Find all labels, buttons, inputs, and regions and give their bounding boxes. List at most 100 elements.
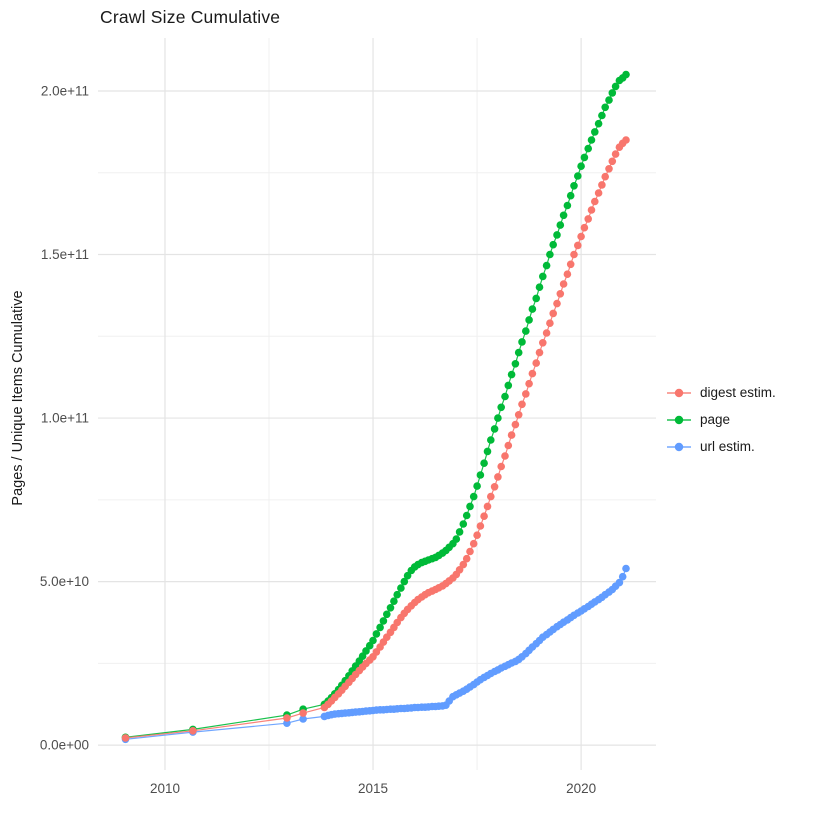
y-axis-title: Pages / Unique Items Cumulative (10, 290, 26, 506)
y-tick-label: 1.0e+11 (41, 411, 89, 426)
data-point-digest-estim (283, 714, 291, 722)
data-point-page (549, 240, 557, 249)
legend-item: page (666, 406, 776, 433)
data-point-digest-estim (497, 462, 506, 471)
data-point-digest-estim (514, 411, 523, 419)
data-point-page (393, 590, 402, 599)
data-point-page (574, 172, 582, 180)
data-point-digest-estim (587, 206, 596, 214)
y-tick-label: 2.0e+11 (41, 83, 89, 98)
data-point-digest-estim (601, 172, 609, 181)
chart-title: Crawl Size Cumulative (100, 7, 281, 27)
data-point-digest-estim (532, 359, 540, 367)
data-point-digest-estim (546, 319, 554, 328)
data-point-page (379, 617, 388, 625)
data-point-digest-estim (594, 189, 603, 197)
y-tick-label: 0.0e+00 (40, 738, 89, 753)
data-point-page (473, 482, 481, 490)
x-tick-label: 2010 (150, 781, 180, 796)
data-point-page (577, 162, 585, 170)
data-point-page (497, 403, 506, 412)
data-point-digest-estim (608, 157, 617, 166)
legend-item: digest estim. (666, 379, 776, 406)
data-point-digest-estim (598, 181, 606, 189)
data-point-digest-estim (580, 223, 589, 232)
legend-label: page (700, 412, 731, 427)
data-point-page (455, 528, 464, 536)
data-point-digest-estim (570, 250, 578, 259)
data-point-page (372, 630, 381, 638)
data-point-page (383, 610, 391, 619)
data-point-digest-estim (466, 547, 474, 556)
data-point-digest-estim (487, 492, 495, 501)
data-point-page (507, 370, 516, 379)
data-point-page (584, 144, 592, 153)
data-point-digest-estim (473, 531, 481, 539)
data-point-page (522, 327, 530, 335)
data-point-page (501, 392, 509, 401)
data-point-page (563, 201, 572, 210)
data-point-page (546, 250, 554, 259)
data-point-page (594, 119, 603, 128)
data-point-digest-estim (591, 197, 599, 206)
data-point-page (535, 283, 544, 292)
data-point-digest-estim (566, 260, 575, 269)
data-point-digest-estim (459, 560, 468, 569)
data-point-page (566, 191, 575, 200)
data-point-page (580, 153, 589, 162)
data-point-digest-estim (539, 339, 547, 347)
data-point-digest-estim (525, 379, 533, 388)
data-point-page (469, 492, 478, 501)
data-point-page (459, 520, 468, 528)
data-point-page (605, 96, 613, 104)
data-point-page (528, 305, 537, 313)
data-point-digest-estim (542, 329, 551, 337)
data-point-digest-estim (469, 539, 478, 548)
data-point-page (466, 502, 474, 511)
data-point-page (490, 425, 499, 433)
legend-item: url estim. (666, 433, 776, 460)
y-tick-label: 1.5e+11 (41, 247, 89, 262)
x-tick-label: 2015 (358, 781, 388, 796)
data-point-page (559, 211, 568, 220)
data-point-url-estim (618, 572, 627, 581)
data-point-page (494, 414, 502, 422)
data-point-digest-estim (535, 348, 544, 357)
data-point-digest-estim (611, 150, 620, 158)
data-point-digest-estim (605, 165, 613, 173)
data-point-digest-estim (480, 512, 488, 520)
data-point-digest-estim (622, 136, 630, 144)
data-point-url-estim (622, 564, 630, 573)
data-point-digest-estim (584, 215, 592, 223)
data-point-page (504, 381, 513, 390)
data-point-digest-estim (462, 554, 471, 563)
legend-key-icon (667, 415, 691, 424)
data-point-digest-estim (189, 727, 197, 735)
data-point-page (601, 103, 609, 112)
data-point-page (553, 231, 561, 239)
data-point-url-estim (283, 719, 291, 727)
data-point-page (487, 436, 495, 444)
data-point-digest-estim (559, 280, 568, 288)
data-point-page (539, 272, 547, 281)
data-point-page (462, 511, 471, 520)
data-point-url-estim (615, 578, 624, 587)
data-point-page (525, 316, 533, 324)
data-point-digest-estim (507, 431, 516, 439)
data-point-page (591, 128, 599, 136)
legend-key-icon (667, 388, 691, 397)
data-point-digest-estim (121, 734, 130, 742)
data-point-page (514, 348, 523, 357)
data-point-page (483, 447, 492, 456)
data-point-page (397, 584, 405, 592)
data-point-page (369, 636, 377, 645)
data-point-digest-estim (522, 390, 530, 398)
data-point-digest-estim (577, 232, 585, 241)
data-point-page (608, 89, 617, 97)
data-point-digest-estim (483, 502, 492, 511)
data-point-page (400, 577, 409, 586)
data-point-digest-estim (504, 441, 513, 450)
legend-label: digest estim. (700, 385, 776, 400)
